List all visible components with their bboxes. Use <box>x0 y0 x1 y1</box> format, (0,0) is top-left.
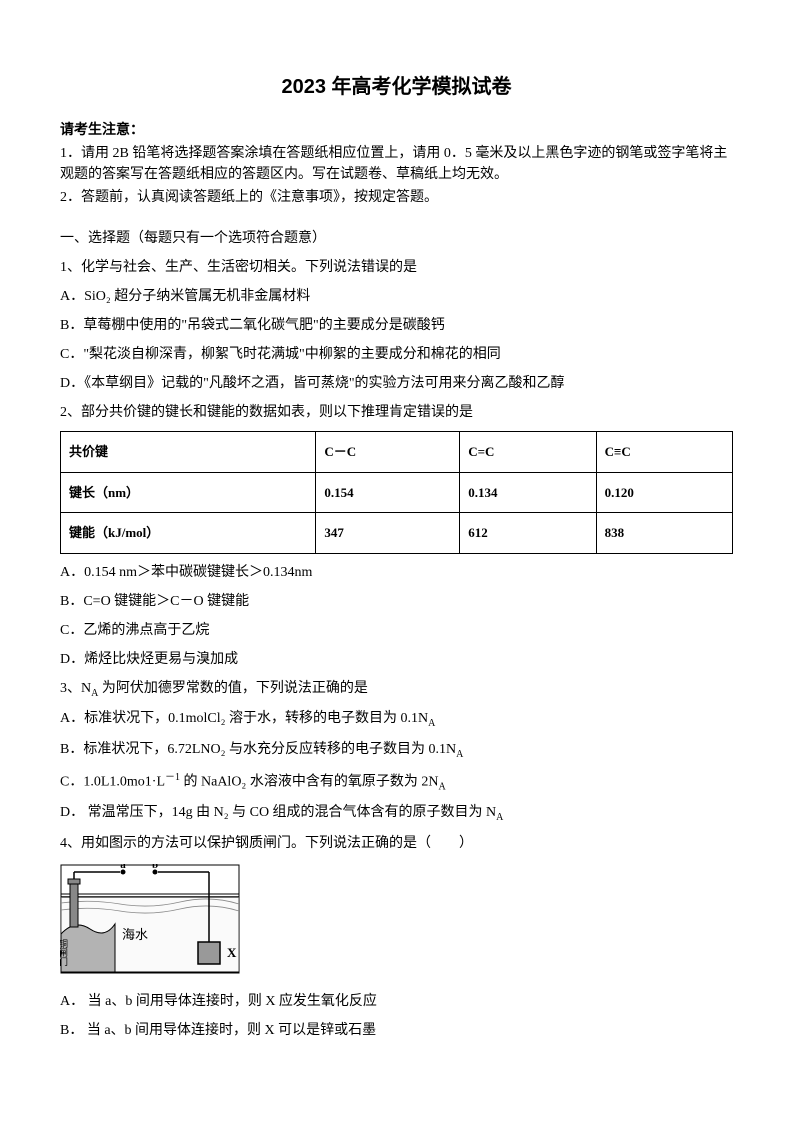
table-cell: 347 <box>316 513 460 554</box>
q1-stem: 1、化学与社会、生产、生活密切相关。下列说法错误的是 <box>60 257 733 278</box>
q1-option-a: A．SiO₂ 超分子纳米管属无机非金属材料 <box>60 286 733 307</box>
table-row: 共价键 C－C C=C C≡C <box>61 432 733 473</box>
table-row: 键能（kJ/mol） 347 612 838 <box>61 513 733 554</box>
q3-option-b: B．标准状况下，6.72LNO₂ 与水充分反应转移的电子数目为 0.1NA <box>60 739 733 762</box>
table-header-cell: C－C <box>316 432 460 473</box>
q3-b-prefix: B．标准状况下，6.72LNO₂ 与水充分反应转移的电子数目为 0.1N <box>60 742 456 757</box>
q3-a-prefix: A．标准状况下，0.1molCl₂ 溶于水，转移的电子数目为 0.1N <box>60 711 428 726</box>
notice-header: 请考生注意： <box>60 120 733 141</box>
table-header-cell: C≡C <box>596 432 732 473</box>
q3-c-sup: －1 <box>165 772 180 783</box>
table-cell: 键长（nm） <box>61 472 316 513</box>
diagram-label-gate: 铜闸门 <box>60 938 68 967</box>
q1-option-b: B．草莓棚中使用的"吊袋式二氧化碳气肥"的主要成分是碳酸钙 <box>60 315 733 336</box>
q2-table: 共价键 C－C C=C C≡C 键长（nm） 0.154 0.134 0.120… <box>60 431 733 554</box>
diagram-label-b: b <box>152 864 158 871</box>
q2-option-c: C．乙烯的沸点高于乙烷 <box>60 620 733 641</box>
q4-stem: 4、用如图示的方法可以保护钢质闸门。下列说法正确的是（ ） <box>60 833 733 854</box>
notice-line-2: 2．答题前，认真阅读答题纸上的《注意事项》，按规定答题。 <box>60 187 733 208</box>
q3-option-c: C．1.0L1.0mo1·L－1 的 NaAlO₂ 水溶液中含有的氧原子数为 2… <box>60 770 733 794</box>
table-cell: 838 <box>596 513 732 554</box>
q3-d-sub: A <box>496 812 503 823</box>
table-cell: 0.134 <box>460 472 596 513</box>
electrochemistry-diagram: a b 铜闸门 海水 X <box>60 864 240 974</box>
q3-d-prefix: D． 常温常压下，14g 由 N₂ 与 CO 组成的混合气体含有的原子数目为 N <box>60 805 496 820</box>
q3-c-mid: 的 NaAlO₂ 水溶液中含有的氧原子数为 2N <box>180 775 438 790</box>
table-cell: 键能（kJ/mol） <box>61 513 316 554</box>
table-cell: 612 <box>460 513 596 554</box>
diagram-label-sea: 海水 <box>122 927 148 942</box>
q2-option-b: B．C=O 键键能＞C－O 键键能 <box>60 591 733 612</box>
q1-option-c: C．"梨花淡自柳深青，柳絮飞时花满城"中柳絮的主要成分和棉花的相同 <box>60 344 733 365</box>
q3-stem: 3、NA 为阿伏加德罗常数的值，下列说法正确的是 <box>60 678 733 701</box>
table-header-cell: 共价键 <box>61 432 316 473</box>
q3-c-sub: A <box>438 781 445 792</box>
q3-stem-prefix: 3、N <box>60 681 91 696</box>
table-row: 键长（nm） 0.154 0.134 0.120 <box>61 472 733 513</box>
q4-diagram: a b 铜闸门 海水 X <box>60 864 733 981</box>
q2-stem: 2、部分共价键的键长和键能的数据如表，则以下推理肯定错误的是 <box>60 402 733 423</box>
page-title: 2023 年高考化学模拟试卷 <box>60 72 733 102</box>
q3-option-a: A．标准状况下，0.1molCl₂ 溶于水，转移的电子数目为 0.1NA <box>60 708 733 731</box>
q2-option-d: D．烯烃比炔烃更易与溴加成 <box>60 649 733 670</box>
table-cell: 0.154 <box>316 472 460 513</box>
diagram-label-x: X <box>227 945 237 960</box>
q3-c-prefix: C．1.0L1.0mo1·L <box>60 775 165 790</box>
q3-stem-suffix: 为阿伏加德罗常数的值，下列说法正确的是 <box>98 681 368 696</box>
q3-a-sub: A <box>428 718 435 729</box>
q1-option-d: D．《本草纲目》记载的"凡酸坏之酒，皆可蒸烧"的实验方法可用来分离乙酸和乙醇 <box>60 373 733 394</box>
q4-option-b: B． 当 a、b 间用导体连接时，则 X 可以是锌或石墨 <box>60 1020 733 1041</box>
q3-option-d: D． 常温常压下，14g 由 N₂ 与 CO 组成的混合气体含有的原子数目为 N… <box>60 802 733 825</box>
q2-option-a: A．0.154 nm＞苯中碳碳键键长＞0.134nm <box>60 562 733 583</box>
q4-option-a: A． 当 a、b 间用导体连接时，则 X 应发生氧化反应 <box>60 991 733 1012</box>
table-cell: 0.120 <box>596 472 732 513</box>
diagram-label-a: a <box>120 864 126 871</box>
table-header-cell: C=C <box>460 432 596 473</box>
q3-b-sub: A <box>456 749 463 760</box>
notice-line-1: 1．请用 2B 铅笔将选择题答案涂填在答题纸相应位置上，请用 0．5 毫米及以上… <box>60 143 733 185</box>
section-1-header: 一、选择题（每题只有一个选项符合题意） <box>60 228 733 249</box>
